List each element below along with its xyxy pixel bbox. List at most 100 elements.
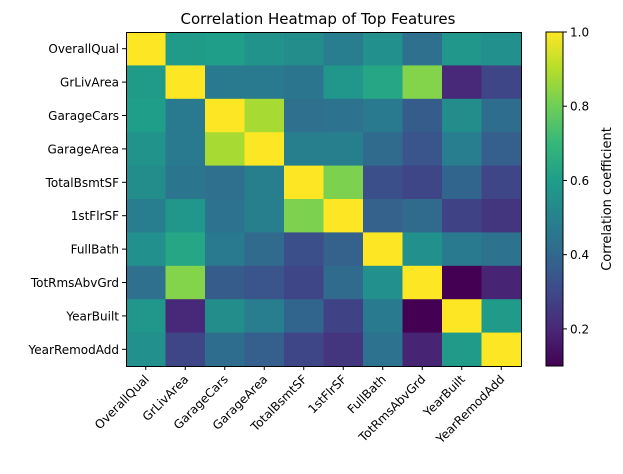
heatmap-cell — [165, 65, 206, 100]
heatmap-cell — [442, 299, 483, 334]
y-tick-label: YearRemodAdd — [28, 343, 119, 357]
y-tick-label: FullBath — [71, 243, 119, 257]
heatmap-cell — [363, 232, 404, 267]
colorbar-tick-label: 1.0 — [570, 26, 589, 40]
colorbar-tick-label: 0.4 — [570, 248, 589, 262]
heatmap-cell — [323, 299, 364, 334]
heatmap-cell — [205, 165, 246, 200]
heatmap-cell — [442, 32, 483, 66]
heatmap-cell — [205, 232, 246, 267]
x-tick-label: 1stFlrSF — [305, 372, 349, 416]
heatmap-cell — [442, 165, 483, 200]
heatmap-cell — [323, 132, 364, 167]
heatmap-cell — [126, 299, 167, 334]
y-tick-label: TotRmsAbvGrd — [30, 276, 119, 290]
heatmap-cell — [402, 165, 443, 200]
heatmap-cell — [126, 165, 167, 200]
heatmap-cell — [363, 32, 404, 66]
heatmap-cell — [363, 332, 404, 367]
heatmap-cell — [244, 332, 285, 367]
colorbar-tick-label: 0.6 — [570, 174, 589, 188]
heatmap-cell — [323, 199, 364, 233]
heatmap-cell — [205, 265, 246, 300]
heatmap-cell — [323, 32, 364, 66]
heatmap-cell — [205, 132, 246, 167]
y-tick-label: GarageCars — [48, 109, 119, 123]
heatmap-cell — [205, 65, 246, 100]
heatmap-cells — [126, 32, 522, 367]
x-tick-label: OverallQual — [92, 372, 152, 432]
y-tick-label: GrLivArea — [60, 76, 119, 90]
heatmap-cell — [363, 165, 404, 200]
heatmap-cell — [244, 199, 285, 233]
heatmap-cell — [363, 265, 404, 300]
heatmap-cell — [323, 98, 364, 133]
heatmap-cell — [126, 232, 167, 267]
heatmap-cell — [165, 199, 206, 233]
y-tick-label: GarageArea — [47, 142, 119, 156]
heatmap-cell — [244, 132, 285, 167]
heatmap-cell — [126, 98, 167, 133]
heatmap-cell — [402, 332, 443, 367]
heatmap-cell — [165, 332, 206, 367]
heatmap-cell — [126, 65, 167, 100]
heatmap-cell — [205, 98, 246, 133]
heatmap-cell — [481, 299, 522, 334]
heatmap-cell — [481, 98, 522, 133]
y-tick-label: OverallQual — [48, 42, 119, 56]
heatmap-cell — [481, 232, 522, 267]
heatmap-cell — [363, 65, 404, 100]
plot-frame — [126, 32, 522, 367]
heatmap-cell — [481, 65, 522, 100]
heatmap-cell — [402, 98, 443, 133]
heatmap-cell — [126, 199, 167, 233]
heatmap-cell — [165, 132, 206, 167]
heatmap-cell — [481, 265, 522, 300]
heatmap-cell — [402, 232, 443, 267]
heatmap-cell — [244, 32, 285, 66]
heatmap-cell — [323, 332, 364, 367]
heatmap-cell — [126, 332, 167, 367]
heatmap-cell — [284, 32, 325, 66]
heatmap-cell — [284, 65, 325, 100]
y-tick-label: TotalBsmtSF — [45, 176, 120, 190]
heatmap-cell — [205, 332, 246, 367]
heatmap-cell — [402, 65, 443, 100]
x-axis: OverallQualGrLivAreaGarageCarsGarageArea… — [92, 366, 507, 447]
colorbar-tick-label: 0.2 — [570, 322, 589, 336]
heatmap-cell — [481, 332, 522, 367]
heatmap-cell — [481, 132, 522, 167]
heatmap-cell — [244, 165, 285, 200]
heatmap-cell — [165, 32, 206, 66]
heatmap-cell — [284, 199, 325, 233]
heatmap-cell — [165, 165, 206, 200]
colorbar-label: Correlation coefficient — [600, 127, 615, 271]
heatmap-cell — [205, 199, 246, 233]
heatmap-cell — [442, 265, 483, 300]
heatmap-cell — [363, 98, 404, 133]
heatmap-cell — [284, 332, 325, 367]
heatmap-cell — [284, 232, 325, 267]
heatmap-cell — [363, 199, 404, 233]
heatmap-cell — [402, 265, 443, 300]
heatmap-cell — [442, 199, 483, 233]
heatmap-cell — [205, 32, 246, 66]
heatmap-cell — [126, 132, 167, 167]
colorbar-axis: 0.2 0.4 0.6 0.8 1.0 — [563, 26, 589, 336]
colorbar — [545, 31, 564, 367]
heatmap-cell — [205, 299, 246, 334]
heatmap-cell — [323, 65, 364, 100]
heatmap-cell — [284, 265, 325, 300]
heatmap-cell — [165, 98, 206, 133]
heatmap-cell — [402, 32, 443, 66]
heatmap-cell — [442, 232, 483, 267]
heatmap-cell — [481, 199, 522, 233]
heatmap-cell — [442, 332, 483, 367]
heatmap-cell — [244, 98, 285, 133]
heatmap-cell — [402, 132, 443, 167]
heatmap-cell — [244, 299, 285, 334]
heatmap-cell — [284, 165, 325, 200]
colorbar-tick-label: 0.8 — [570, 100, 589, 114]
